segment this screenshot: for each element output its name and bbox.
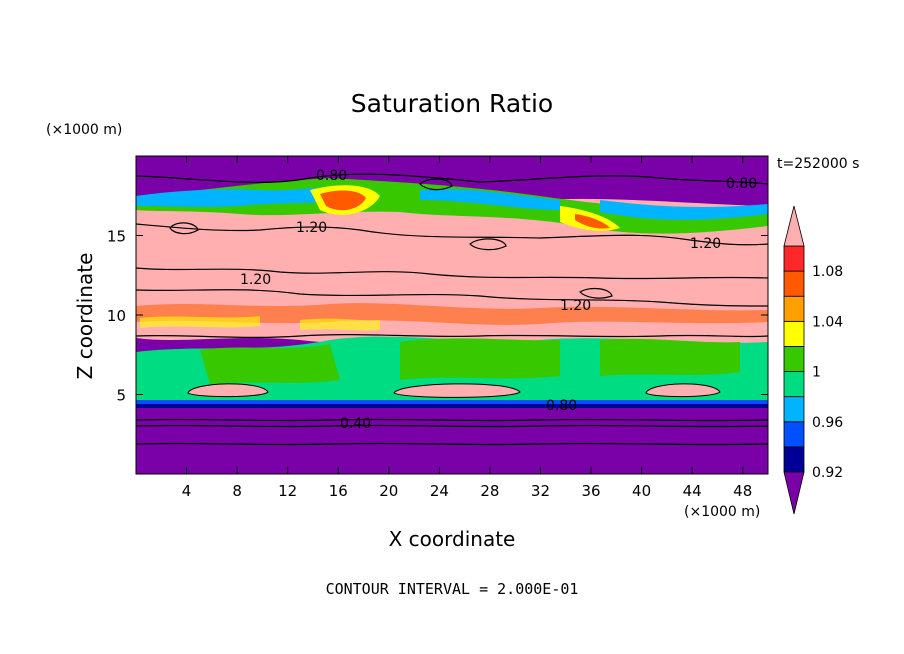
colorbar-segment [783, 446, 805, 473]
upper-band-red [320, 190, 610, 229]
y-tick-label: 10 [107, 307, 126, 325]
colorbar-segment [783, 295, 805, 322]
plot-area: 0.80 0.80 1.20 1.20 1.20 1.20 0.80 0.40 … [107, 155, 769, 500]
contour-label: 1.20 [296, 220, 327, 236]
colorbar: 0.92 0.96 1 1.04 1.08 [783, 205, 843, 515]
y-unit-label: (×1000 m) [46, 122, 122, 138]
x-tick-label: 8 [232, 482, 242, 500]
colorbar-segment [783, 270, 805, 297]
colorbar-tick-label: 1 [812, 365, 821, 381]
contour-label: 0.40 [340, 416, 371, 432]
contour-label-group: 0.80 0.80 1.20 1.20 1.20 1.20 0.80 0.40 [240, 168, 757, 432]
mid-speckle-band [136, 303, 768, 325]
colorbar-segment [783, 371, 805, 398]
colorbar-tick-label: 1.08 [812, 264, 843, 280]
cloud-base-strip [136, 400, 768, 406]
pink-pool-2 [393, 383, 521, 398]
x-tick-label: 12 [278, 482, 297, 500]
x-tick-label: 16 [329, 482, 348, 500]
x-tick-label: 20 [379, 482, 398, 500]
colorbar-tick-label: 1.04 [812, 314, 843, 330]
contour-label: 1.20 [240, 272, 271, 288]
y-axis-label: Z coordinate [73, 253, 97, 380]
x-unit-label: (×1000 m) [684, 504, 760, 520]
chart-title: Saturation Ratio [351, 89, 553, 118]
y-tick-label: 15 [107, 228, 126, 246]
contour-lines [136, 173, 768, 446]
colorbar-segment [783, 245, 805, 272]
cloud-base-strip-dark [136, 404, 768, 408]
x-tick-label: 48 [733, 482, 752, 500]
colorbar-extend-high [783, 205, 805, 247]
colorbar-segment [783, 346, 805, 372]
x-tick-label: 44 [683, 482, 702, 500]
contour-label: 0.80 [316, 168, 347, 184]
colorbar-tick-label: 0.92 [812, 465, 843, 481]
upper-band-blue [136, 186, 768, 220]
cloud-layer-green [200, 338, 740, 384]
x-tick-label: 28 [480, 482, 499, 500]
x-tick-label: 32 [531, 482, 550, 500]
x-axis: 4 8 12 16 20 24 28 32 36 40 44 48 [182, 156, 752, 500]
pink-pool-3 [645, 383, 721, 398]
colorbar-tick-label: 0.96 [812, 415, 843, 431]
contour-label: 1.20 [690, 236, 721, 252]
colorbar-segment [783, 396, 805, 423]
colorbar-segment [783, 421, 805, 448]
contour-interval-note: CONTOUR INTERVAL = 2.000E-01 [326, 580, 579, 598]
colorbar-extend-low [783, 471, 805, 515]
y-axis: 5 10 15 [107, 228, 768, 405]
x-tick-label: 24 [430, 482, 449, 500]
contour-label: 0.80 [726, 176, 757, 192]
contour-label: 0.80 [546, 398, 577, 414]
pink-pool-1 [187, 383, 269, 398]
x-tick-label: 36 [581, 482, 600, 500]
time-label: t=252000 s [777, 156, 859, 172]
colorbar-segment [783, 320, 805, 347]
contour-label: 1.20 [560, 298, 591, 314]
mid-speckle-yellow [140, 316, 380, 331]
x-axis-label: X coordinate [389, 527, 516, 551]
x-tick-label: 40 [632, 482, 651, 500]
x-tick-label: 4 [182, 482, 192, 500]
y-tick-label: 5 [116, 387, 126, 405]
